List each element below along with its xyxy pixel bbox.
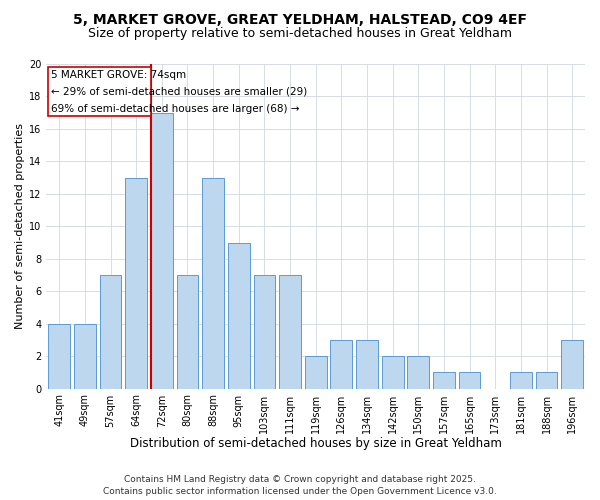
Bar <box>49 324 70 388</box>
Bar <box>382 356 404 388</box>
Bar <box>279 275 301 388</box>
Bar <box>407 356 429 388</box>
Bar <box>510 372 532 388</box>
Y-axis label: Number of semi-detached properties: Number of semi-detached properties <box>15 124 25 330</box>
Bar <box>176 275 199 388</box>
Bar <box>561 340 583 388</box>
Bar <box>151 112 173 388</box>
Bar <box>458 372 481 388</box>
Text: 69% of semi-detached houses are larger (68) →: 69% of semi-detached houses are larger (… <box>52 104 300 114</box>
X-axis label: Distribution of semi-detached houses by size in Great Yeldham: Distribution of semi-detached houses by … <box>130 437 502 450</box>
Bar <box>100 275 121 388</box>
Bar <box>331 340 352 388</box>
Text: ← 29% of semi-detached houses are smaller (29): ← 29% of semi-detached houses are smalle… <box>52 86 308 97</box>
Bar <box>305 356 326 388</box>
Bar <box>202 178 224 388</box>
Bar <box>228 242 250 388</box>
Text: Contains HM Land Registry data © Crown copyright and database right 2025.
Contai: Contains HM Land Registry data © Crown c… <box>103 475 497 496</box>
Text: Size of property relative to semi-detached houses in Great Yeldham: Size of property relative to semi-detach… <box>88 28 512 40</box>
Text: 5, MARKET GROVE, GREAT YELDHAM, HALSTEAD, CO9 4EF: 5, MARKET GROVE, GREAT YELDHAM, HALSTEAD… <box>73 12 527 26</box>
FancyBboxPatch shape <box>49 67 151 116</box>
Text: 5 MARKET GROVE: 74sqm: 5 MARKET GROVE: 74sqm <box>52 70 187 80</box>
Bar <box>433 372 455 388</box>
Bar <box>125 178 147 388</box>
Bar <box>254 275 275 388</box>
Bar <box>536 372 557 388</box>
Bar <box>356 340 378 388</box>
Bar <box>74 324 96 388</box>
